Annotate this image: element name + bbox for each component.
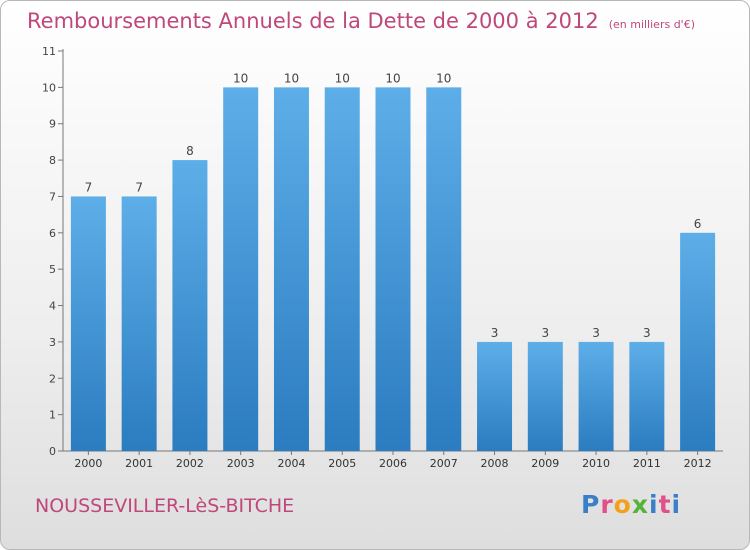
bar-value-label: 8 bbox=[186, 144, 194, 158]
y-tick-label: 3 bbox=[49, 336, 56, 349]
bar bbox=[121, 196, 157, 451]
chart-subtitle: (en milliers d'€) bbox=[608, 18, 695, 31]
y-tick-label: 8 bbox=[49, 154, 56, 167]
proxiti-logo: Proxiti bbox=[581, 490, 682, 519]
x-tick-label: 2011 bbox=[633, 457, 661, 470]
bar bbox=[70, 196, 106, 451]
bar-value-label: 10 bbox=[335, 71, 350, 85]
bar-value-label: 10 bbox=[385, 71, 400, 85]
y-tick-label: 0 bbox=[49, 445, 56, 458]
bar-value-label: 3 bbox=[592, 326, 600, 340]
y-tick-label: 9 bbox=[49, 118, 56, 131]
bar bbox=[223, 87, 259, 451]
y-tick-label: 6 bbox=[49, 227, 56, 240]
bar-value-label: 3 bbox=[491, 326, 499, 340]
x-tick-label: 2006 bbox=[379, 457, 407, 470]
bar bbox=[629, 341, 665, 451]
x-tick-label: 2002 bbox=[176, 457, 204, 470]
y-tick-label: 1 bbox=[49, 409, 56, 422]
x-tick-label: 2005 bbox=[328, 457, 356, 470]
bar bbox=[680, 232, 716, 451]
bar bbox=[477, 341, 513, 451]
y-tick-label: 11 bbox=[42, 45, 56, 58]
x-tick-label: 2000 bbox=[74, 457, 102, 470]
bar-value-label: 7 bbox=[135, 180, 143, 194]
bar-value-label: 3 bbox=[541, 326, 549, 340]
title-text: Remboursements Annuels de la Dette de 20… bbox=[27, 9, 599, 33]
bar-value-label: 10 bbox=[233, 71, 248, 85]
y-tick-label: 5 bbox=[49, 263, 56, 276]
y-tick-label: 10 bbox=[42, 81, 56, 94]
x-tick-label: 2007 bbox=[430, 457, 458, 470]
x-tick-label: 2001 bbox=[125, 457, 153, 470]
bar-value-label: 6 bbox=[694, 217, 702, 231]
bar-value-label: 3 bbox=[643, 326, 651, 340]
bar bbox=[324, 87, 360, 451]
bar bbox=[426, 87, 462, 451]
bar bbox=[578, 341, 614, 451]
x-tick-label: 2004 bbox=[277, 457, 305, 470]
x-tick-label: 2010 bbox=[582, 457, 610, 470]
bar-value-label: 7 bbox=[85, 180, 93, 194]
bar-value-label: 10 bbox=[284, 71, 299, 85]
x-tick-label: 2003 bbox=[227, 457, 255, 470]
bar-value-label: 10 bbox=[436, 71, 451, 85]
bar bbox=[375, 87, 411, 451]
chart-title: Remboursements Annuels de la Dette de 20… bbox=[27, 9, 695, 33]
x-tick-label: 2008 bbox=[481, 457, 509, 470]
y-tick-label: 4 bbox=[49, 300, 56, 313]
y-tick-label: 7 bbox=[49, 190, 56, 203]
bar bbox=[273, 87, 309, 451]
x-tick-label: 2012 bbox=[684, 457, 712, 470]
x-tick-label: 2009 bbox=[531, 457, 559, 470]
bar bbox=[172, 160, 208, 451]
bar bbox=[527, 341, 563, 451]
y-tick-label: 2 bbox=[49, 372, 56, 385]
city-name: NOUSSEVILLER-LèS-BITCHE bbox=[35, 495, 295, 517]
